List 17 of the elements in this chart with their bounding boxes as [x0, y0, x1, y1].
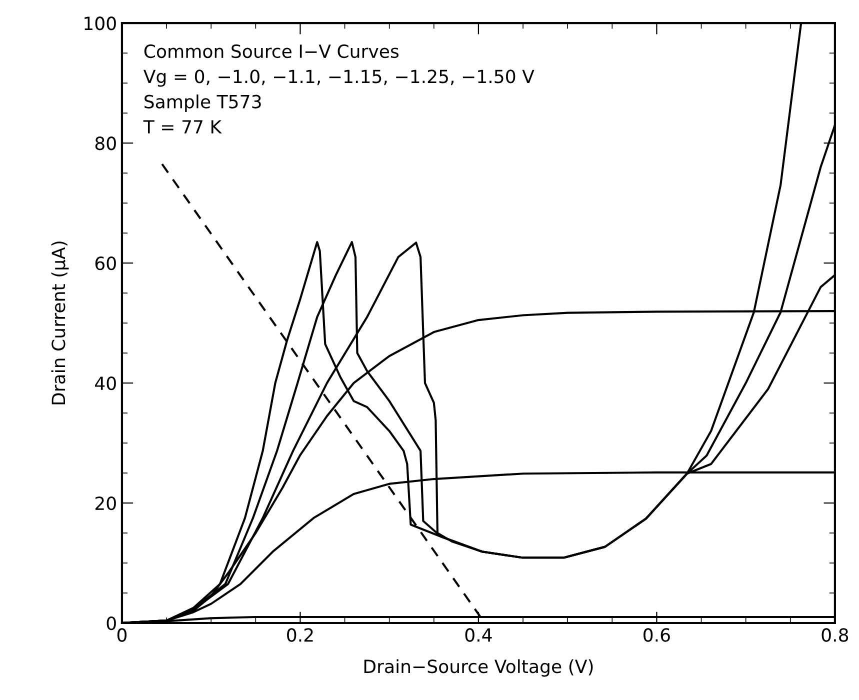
annotation: Common Source I−V Curves — [144, 44, 399, 58]
y-axis-title: Drain Current (μA) — [51, 242, 69, 404]
annotation: T = 77 K — [143, 120, 222, 134]
x-tick-label: 0.6 — [644, 628, 670, 642]
y-tick-label: 80 — [95, 136, 116, 150]
x-tick-label: 0 — [117, 628, 127, 642]
x-tick-label: 0.8 — [822, 628, 848, 642]
y-tick-label: 100 — [84, 16, 116, 30]
y-tick-label: 0 — [106, 616, 116, 630]
y-tick-label: 40 — [95, 376, 116, 390]
x-axis-title: Drain−Source Voltage (V) — [364, 659, 593, 677]
annotation: Vg = 0, −1.0, −1.1, −1.15, −1.25, −1.50 V — [144, 70, 534, 87]
annotation: Sample T573 — [144, 94, 261, 112]
y-tick-label: 20 — [95, 496, 116, 510]
x-tick-label: 0.2 — [287, 628, 313, 642]
x-tick-label: 0.4 — [465, 628, 492, 642]
y-tick-label: 60 — [95, 256, 116, 270]
